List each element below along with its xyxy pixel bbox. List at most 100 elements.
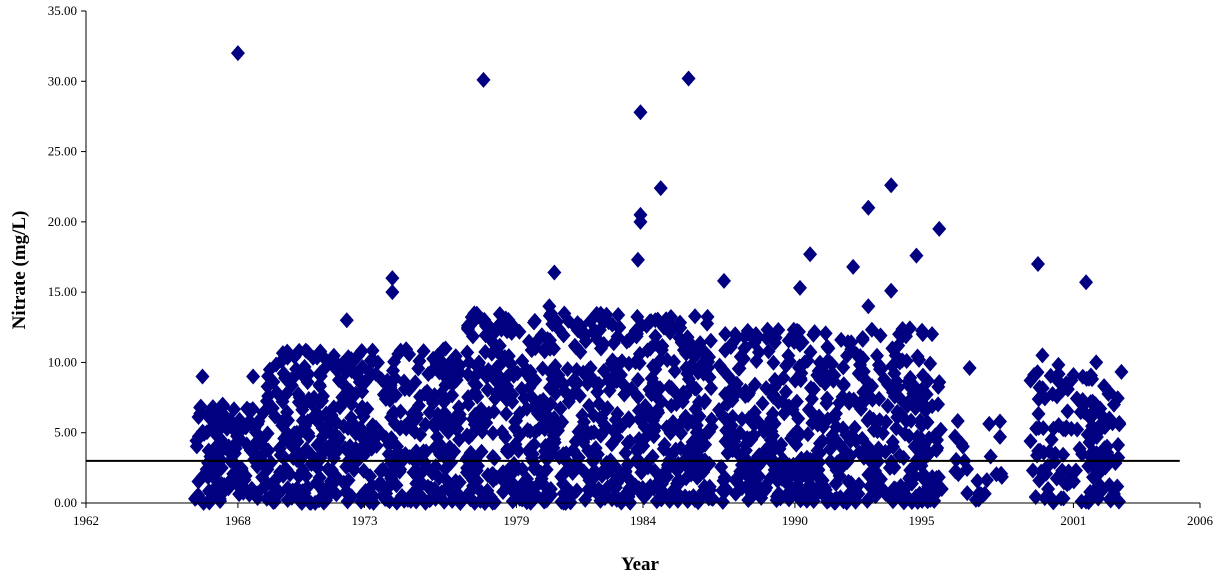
- data-point: [486, 403, 501, 420]
- data-point: [994, 465, 1009, 482]
- data-point: [430, 428, 445, 445]
- x-tick-label: 1984: [630, 513, 657, 528]
- data-point: [830, 454, 845, 471]
- data-point: [365, 477, 380, 494]
- data-point: [870, 423, 885, 440]
- data-point: [461, 321, 476, 338]
- data-point: [295, 483, 310, 500]
- data-point: [392, 420, 407, 437]
- data-point: [593, 410, 608, 427]
- data-point: [447, 413, 462, 430]
- data-point: [592, 395, 607, 412]
- data-point: [623, 433, 638, 450]
- data-point: [599, 306, 614, 323]
- data-point: [1066, 367, 1081, 383]
- data-point: [621, 410, 636, 427]
- data-point: [569, 319, 584, 336]
- data-point: [426, 350, 441, 367]
- data-point: [527, 312, 542, 329]
- data-point: [914, 381, 929, 398]
- data-point: [310, 349, 325, 366]
- data-point: [718, 325, 733, 342]
- data-point: [860, 492, 875, 509]
- data-point: [463, 483, 478, 500]
- data-point: [800, 426, 815, 443]
- data-point: [673, 440, 688, 457]
- data-point: [485, 425, 500, 442]
- data-point: [509, 460, 524, 477]
- data-point: [261, 442, 276, 459]
- data-point: [718, 386, 733, 403]
- data-point: [623, 473, 638, 490]
- data-point: [771, 393, 786, 410]
- data-point: [199, 424, 214, 441]
- data-point: [855, 395, 870, 412]
- data-point: [904, 412, 919, 429]
- data-point: [474, 414, 489, 431]
- data-point: [239, 400, 254, 417]
- y-tick-label: 30.00: [48, 73, 77, 88]
- data-point: [1035, 347, 1050, 364]
- data-point: [529, 334, 544, 351]
- data-point: [782, 468, 797, 485]
- data-point: [633, 213, 648, 230]
- data-point: [697, 478, 712, 495]
- data-point: [915, 322, 930, 339]
- data-point: [1111, 436, 1126, 453]
- data-point: [558, 384, 573, 401]
- data-point: [722, 369, 737, 386]
- data-point: [391, 346, 406, 363]
- data-point: [237, 471, 252, 488]
- data-point: [687, 308, 702, 325]
- data-point: [514, 380, 529, 397]
- data-point: [689, 424, 704, 441]
- data-point: [1056, 474, 1071, 491]
- data-point: [950, 412, 965, 429]
- data-point: [1049, 388, 1064, 405]
- data-point: [804, 390, 819, 407]
- y-tick-label: 10.00: [48, 354, 77, 369]
- data-point: [681, 70, 696, 87]
- data-point: [345, 353, 360, 370]
- data-point: [407, 423, 422, 440]
- data-point: [326, 450, 341, 467]
- data-point: [1101, 385, 1116, 402]
- data-point: [605, 476, 620, 493]
- data-point: [344, 488, 359, 505]
- data-point: [920, 414, 935, 431]
- data-point: [899, 353, 914, 370]
- data-point: [912, 351, 927, 368]
- data-point: [276, 462, 291, 479]
- data-point: [385, 284, 400, 301]
- data-point: [266, 373, 281, 390]
- data-point: [870, 347, 885, 364]
- data-point: [578, 333, 593, 350]
- y-axis-title: Nitrate (mg/L): [9, 211, 30, 330]
- data-point: [644, 386, 659, 403]
- data-point: [929, 431, 944, 448]
- data-point: [816, 418, 831, 435]
- data-point: [364, 366, 379, 383]
- data-point: [533, 464, 548, 481]
- data-point: [1073, 404, 1088, 421]
- data-point: [568, 433, 583, 450]
- data-point: [674, 334, 689, 351]
- data-point: [812, 354, 827, 371]
- data-point: [768, 329, 783, 346]
- data-point: [509, 412, 524, 429]
- data-point: [741, 491, 756, 508]
- data-point: [339, 312, 354, 329]
- data-point: [811, 461, 826, 478]
- data-point: [807, 324, 822, 341]
- data-point: [788, 481, 803, 498]
- data-point: [737, 340, 752, 357]
- data-point: [369, 429, 384, 446]
- x-tick-label: 1968: [225, 513, 251, 528]
- data-point: [268, 408, 283, 425]
- data-point: [923, 355, 938, 372]
- data-point: [866, 463, 881, 480]
- data-point: [479, 317, 494, 334]
- data-point: [1103, 492, 1118, 509]
- data-point: [887, 388, 902, 405]
